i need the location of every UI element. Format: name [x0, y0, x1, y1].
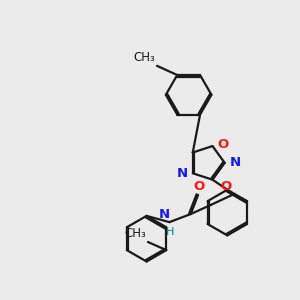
Text: CH₃: CH₃ [125, 227, 146, 240]
Text: O: O [217, 138, 228, 151]
Text: O: O [220, 180, 232, 193]
Text: O: O [193, 180, 205, 193]
Text: N: N [177, 167, 188, 180]
Text: H: H [166, 227, 175, 237]
Text: N: N [159, 208, 170, 221]
Text: N: N [230, 156, 241, 170]
Text: CH₃: CH₃ [134, 51, 155, 64]
